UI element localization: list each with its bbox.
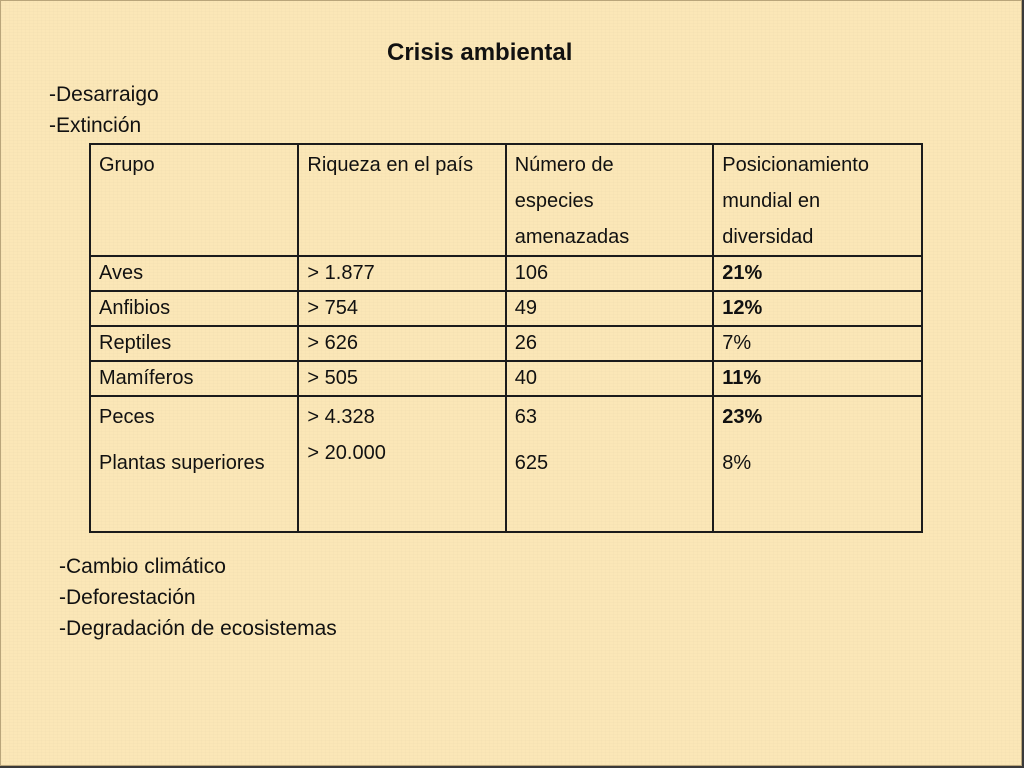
cell-numero: 106 <box>504 255 715 292</box>
cell-grupo: Aves <box>88 255 300 292</box>
cell-riqueza: > 1.877 <box>297 255 507 292</box>
header-grupo: Grupo <box>88 143 300 257</box>
cell-grupo: Mamíferos <box>88 360 300 397</box>
table-row: Anfibios > 754 49 12% <box>88 290 923 327</box>
cell-posicion: 7% <box>712 325 923 362</box>
slide-title: Crisis ambiental <box>387 39 573 66</box>
cell-posicion: 11% <box>712 360 923 397</box>
table-row: Peces Plantas superiores > 4.328 > 20.00… <box>88 395 923 533</box>
cell-grupo: Peces Plantas superiores <box>88 395 300 533</box>
top-bullet-list: -Desarraigo -Extinción <box>49 79 159 141</box>
cell-posicion: 12% <box>712 290 923 327</box>
list-item-deforestacion: -Deforestación <box>59 586 196 609</box>
species-table: Grupo Riqueza en el país Número de espec… <box>88 143 923 533</box>
cell-numero: 26 <box>504 325 715 362</box>
cell-posicion: 21% <box>712 255 923 292</box>
cell-grupo: Anfibios <box>88 290 300 327</box>
table-row: Mamíferos > 505 40 11% <box>88 360 923 397</box>
cell-numero: 49 <box>504 290 715 327</box>
table-header-row: Grupo Riqueza en el país Número de espec… <box>88 143 923 257</box>
header-numero: Número de especies amenazadas <box>504 143 715 257</box>
cell-riqueza: > 505 <box>297 360 507 397</box>
header-riqueza: Riqueza en el país <box>297 143 507 257</box>
table-row: Reptiles > 626 26 7% <box>88 325 923 362</box>
cell-riqueza: > 4.328 > 20.000 <box>297 395 507 533</box>
list-item-cambio-climatico: -Cambio climático <box>59 555 226 578</box>
list-item-degradacion: -Degradación de ecosistemas <box>59 617 337 640</box>
cell-posicion: 23% 8% <box>712 395 923 533</box>
cell-riqueza: > 626 <box>297 325 507 362</box>
bottom-bullet-list: -Cambio climático -Deforestación -Degrad… <box>59 551 337 644</box>
list-item-desarraigo: -Desarraigo <box>49 83 159 106</box>
header-posicion: Posicionamiento mundial en diversidad <box>712 143 923 257</box>
cell-riqueza: > 754 <box>297 290 507 327</box>
table-row: Aves > 1.877 106 21% <box>88 255 923 292</box>
cell-numero: 63 625 <box>504 395 715 533</box>
cell-numero: 40 <box>504 360 715 397</box>
list-item-extincion: -Extinción <box>49 114 142 137</box>
cell-grupo: Reptiles <box>88 325 300 362</box>
